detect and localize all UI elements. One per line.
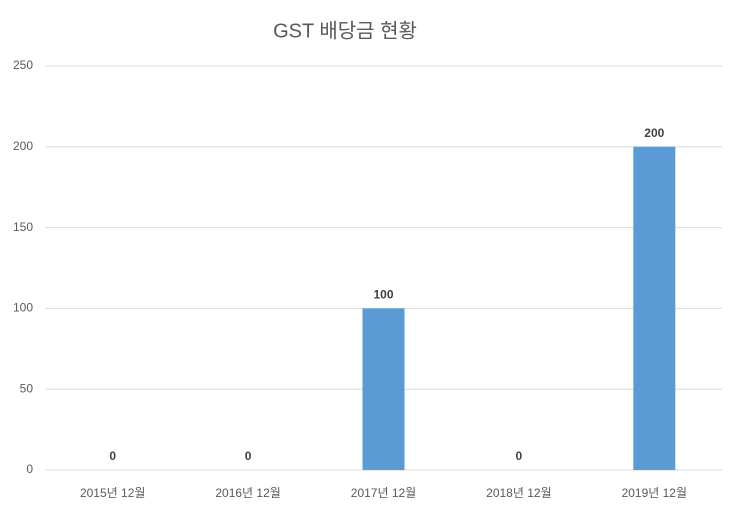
x-tick-label: 2019년 12월 (622, 486, 687, 500)
value-label: 0 (109, 449, 116, 463)
x-tick-label: 2018년 12월 (486, 486, 551, 500)
x-tick-label: 2017년 12월 (351, 486, 416, 500)
value-label: 100 (373, 288, 393, 302)
x-tick-label: 2016년 12월 (215, 486, 280, 500)
value-label: 200 (644, 126, 664, 140)
y-tick-label: 150 (13, 220, 33, 234)
bar (362, 308, 405, 470)
y-tick-label: 250 (13, 58, 33, 72)
y-tick-label: 0 (26, 462, 33, 476)
y-tick-label: 50 (20, 381, 34, 395)
value-label: 0 (245, 449, 252, 463)
bar (633, 146, 676, 471)
y-tick-label: 100 (13, 301, 33, 315)
x-tick-label: 2015년 12월 (80, 486, 145, 500)
value-label: 0 (516, 449, 523, 463)
chart-title: GST 배당금 현황 (273, 19, 417, 42)
y-tick-label: 200 (13, 139, 33, 153)
